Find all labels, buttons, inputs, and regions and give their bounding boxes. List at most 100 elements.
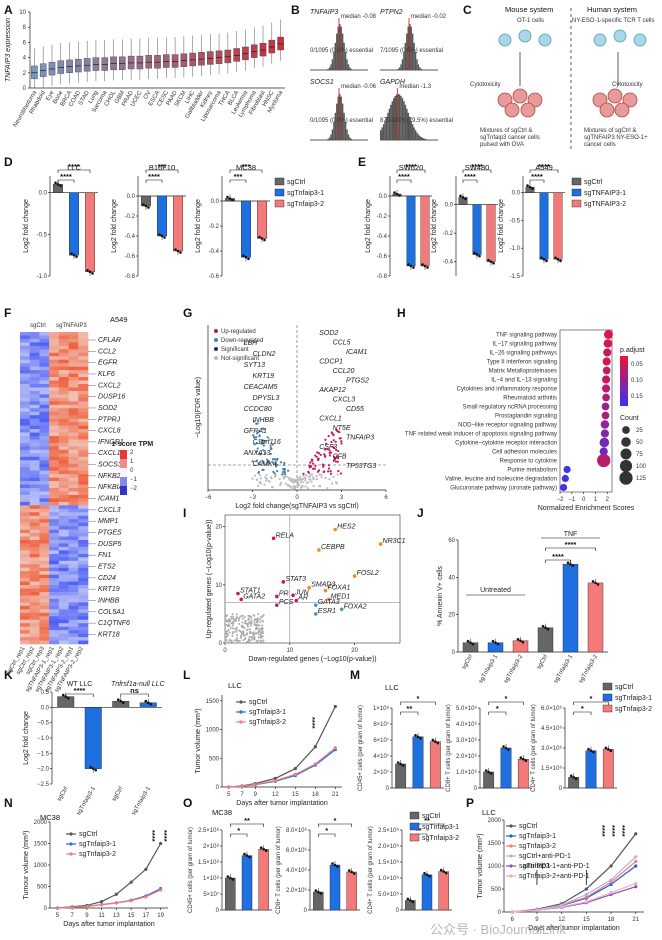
x-tick-label: 13 [113, 913, 120, 919]
heatmap-cell [68, 501, 79, 506]
essential-note: 0/1095 (0.0%) essential [310, 48, 373, 54]
heatmap-cell [58, 425, 69, 430]
series-point [584, 892, 588, 897]
heatmap-cell [78, 446, 89, 451]
y-tick-label: -0.5 [510, 218, 521, 224]
y-tick-label: -0.6 [125, 254, 136, 260]
down-gene-label: ANXA13 [243, 450, 271, 457]
volcano-point [299, 481, 302, 484]
series-point [634, 855, 638, 859]
heatmap-cell [58, 619, 69, 624]
heatmap-cell [29, 411, 40, 416]
hist-bar [380, 130, 382, 140]
volcano-point [288, 478, 291, 481]
heatmap-cell [29, 526, 40, 530]
heatmap-cell [20, 640, 31, 645]
heatmap-cell [20, 384, 31, 388]
heatmap-cell [20, 512, 31, 517]
scatter-point [225, 623, 228, 626]
down-gene-label: GFRA1 [244, 428, 267, 435]
x-axis-label: Down-regulated genes (−Log10(p-value)) [248, 656, 376, 663]
significance-bracket [57, 179, 75, 183]
heatmap-cell [39, 363, 50, 367]
heatmap-cell [78, 529, 89, 534]
hist-bar [409, 24, 411, 70]
enrichment-dot [602, 384, 611, 393]
heatmap-cell [68, 543, 79, 548]
watermark: 公众号 · BioJournalLink [430, 922, 566, 937]
heatmap-cell [20, 408, 31, 413]
heatmap-cell [78, 595, 89, 600]
hist-bar [321, 139, 324, 140]
hist-bar [433, 139, 436, 140]
group-label-wt: WT LLC [67, 681, 93, 688]
heatmap-cell [39, 356, 50, 361]
legend-swatch [571, 199, 582, 208]
heatmap-cell [39, 418, 50, 423]
hist-bar [339, 94, 341, 140]
legend-marker [509, 854, 513, 858]
scatter-point [249, 641, 252, 644]
heatmap-cell [68, 581, 79, 586]
heatmap-cell [78, 345, 89, 350]
y-axis-label: CD45+ cells (per gram of tumor) [358, 705, 364, 791]
significance-bracket [462, 179, 478, 183]
significance-bracket [145, 169, 179, 173]
hist-bar [382, 69, 385, 70]
box [268, 39, 276, 54]
box [277, 36, 284, 51]
y-tick-label: 10 [215, 583, 222, 589]
heatmap-cell [20, 553, 31, 558]
legend-swatch [409, 822, 420, 831]
heatmap-cell [20, 588, 31, 593]
heatmap-cell [29, 560, 40, 565]
volcano-point [311, 476, 315, 479]
volcano-point [309, 478, 312, 481]
hist-bar [343, 112, 345, 140]
heatmap-cell [49, 463, 60, 468]
heatmap-cell [49, 571, 60, 575]
heatmap-cell [68, 595, 79, 600]
series-point [609, 880, 613, 884]
series-point [584, 887, 588, 891]
y-axis-label: CD8+ T cells (per gram of tumor) [276, 826, 282, 914]
legend-label: sgCtrl [287, 179, 306, 186]
scatter-point [231, 634, 234, 637]
pathway-label: Glucuronate pathway (uronate pathway) [450, 486, 557, 492]
heatmap-cell [68, 498, 79, 503]
series-point [159, 888, 163, 892]
hist-bar [312, 69, 315, 70]
scatter-point [229, 638, 232, 641]
heatmap-cell [49, 540, 60, 544]
heatmap-cell [49, 592, 60, 596]
heatmap-cell [20, 543, 31, 548]
heatmap-cell [49, 581, 60, 586]
heatmap-cell [20, 418, 31, 423]
hist-bar [426, 69, 428, 70]
legend-tick: 1 [130, 459, 134, 465]
heatmap-cell [20, 574, 31, 579]
x-tick-label: 7 [70, 913, 74, 919]
volcano-point [262, 444, 265, 447]
heatmap-cell [49, 533, 60, 537]
heatmap-cell [29, 373, 40, 378]
heatmap-cell [39, 349, 50, 354]
heatmap-cell [39, 633, 50, 638]
heatmap-cell [78, 602, 89, 607]
hist-bar [362, 69, 364, 70]
heatmap-cell [20, 515, 31, 520]
hist-bar [347, 134, 350, 140]
volcano-point [311, 467, 315, 470]
y-tick-label: 4×10⁷ [373, 753, 389, 760]
volcano-point [291, 487, 294, 490]
heatmap-cell [58, 449, 69, 454]
heatmap-cell [68, 384, 79, 388]
hist-bar [324, 139, 326, 140]
scatter-point [255, 640, 258, 643]
count-legend-label: 25 [636, 428, 643, 434]
heatmap-cell [20, 501, 31, 506]
x-tick-label: 11 [99, 913, 106, 919]
up-gene-label: SOD2 [319, 330, 338, 337]
hist-bar [343, 42, 345, 70]
